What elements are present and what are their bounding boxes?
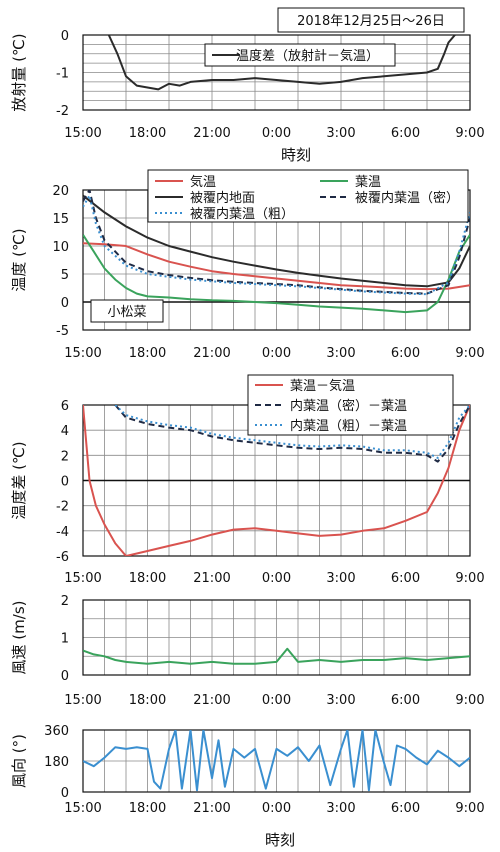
wind-direction-panel: 360 180 0 風向 (°) 15:00 18:00 21:00 0:00 3:00 6:00… [10,724,485,816]
plot-frame [82,34,471,111]
x-tick-label: 15:00 [64,571,101,586]
x-tick-label: 9:00 [455,346,484,361]
series-line-3 [114,405,470,459]
y-tick-label: -6 [56,550,69,565]
annotation-label: 小松菜 [107,305,146,320]
chart-title: 2018年12月25日～26日 [297,14,445,29]
y-tick-label: 6 [61,399,69,414]
x-tick-label: 18:00 [129,571,166,586]
y-tick-label: 0 [61,786,69,801]
x-tick-label: 3:00 [326,571,355,586]
y-tick-label: 360 [44,724,69,739]
y-tick-label: -5 [56,324,69,339]
y-tick-label: -2 [56,104,69,119]
y-tick-label: 1 [61,632,69,647]
y-tick-label: 20 [52,184,69,199]
series-line-5 [83,194,470,296]
x-tick-label: 6:00 [391,801,420,816]
x-tick-label: 21:00 [193,126,230,141]
y-tick-label: -4 [56,525,69,540]
x-tick-label: 18:00 [129,693,166,708]
series-line-1 [107,35,456,91]
legend-label: 内葉温（密）－葉温 [290,398,407,414]
x-tick-label: 6:00 [391,126,420,141]
x-tick-label: 3:00 [326,126,355,141]
series-line-1 [83,647,470,665]
x-tick-label: 18:00 [129,346,166,361]
legend-label: 温度差（放射計－気温） [236,48,379,64]
x-tick-label: 6:00 [391,571,420,586]
series-line-1 [83,730,470,792]
radiation-panel: 0 -1 -2 放射量 (℃) 15:00 18:00 21:00 0:00 3:00 6:00 9… [10,29,485,141]
x-tick-label: 3:00 [326,346,355,361]
legend-label: 被覆内地面 [190,190,255,206]
x-tick-label: 15:00 [64,126,101,141]
x-tick-label: 21:00 [193,801,230,816]
x-tick-label: 0:00 [262,346,291,361]
legend-label: 気温 [190,174,216,190]
x-tick-label: 9:00 [455,126,484,141]
y-tick-label: 0 [61,669,69,684]
legend-label: 葉温 [355,175,381,190]
wind-speed-panel: 2 1 0 風速 (m/s) 15:00 18:00 21:00 0:00 3:00 6:00 9:… [10,594,485,708]
y-axis-label: 温度 (℃) [10,228,28,291]
x-tick-label: 9:00 [455,693,484,708]
legend-label: 被覆内葉温（密） [355,190,459,206]
y-tick-label: 0 [61,475,69,490]
temperature-difference-panel: 6 4 2 0 -2 -4 -6 温度差 (℃) 15:00 18:00 21:00 0:00 3:00… [10,374,485,586]
x-axis-label-top: 時刻 [281,146,311,164]
x-tick-label: 21:00 [193,346,230,361]
y-tick-label: 180 [44,755,69,770]
plot-frame [82,599,471,676]
x-tick-label: 3:00 [326,801,355,816]
x-tick-label: 0:00 [262,801,291,816]
y-tick-label: 0 [61,29,69,44]
x-tick-label: 3:00 [326,693,355,708]
legend-label: 内葉温（粗）－葉温 [290,418,407,434]
x-axis-label-bottom: 時刻 [265,831,295,849]
x-tick-label: 18:00 [129,126,166,141]
x-tick-label: 6:00 [391,693,420,708]
x-tick-label: 0:00 [262,571,291,586]
title-box: 2018年12月25日～26日 [277,7,465,33]
series-line-1 [83,405,470,556]
series-line-2 [114,405,470,463]
x-tick-label: 0:00 [262,126,291,141]
series-line-3 [83,194,470,288]
y-tick-label: 2 [61,449,69,464]
y-axis-label: 放射量 (℃) [10,33,28,111]
legend-label: 葉温－気温 [290,378,355,394]
x-tick-label: 18:00 [129,801,166,816]
y-tick-label: 10 [52,240,69,255]
y-axis-label: 温度差 (℃) [10,441,28,519]
x-tick-label: 15:00 [64,693,101,708]
y-tick-label: 4 [61,424,69,439]
series-line-1 [83,242,470,291]
annotation-box [90,299,164,323]
x-tick-label: 15:00 [64,346,101,361]
y-tick-label: 2 [61,594,69,609]
x-tick-label: 15:00 [64,801,101,816]
y-axis-label: 風向 (°) [10,734,28,788]
temperature-panel: 20 15 10 5 0 -5 温度 (℃) 15:00 18:00 21:00 0:00 3:00 6… [10,169,485,361]
series-line-4 [83,190,470,295]
y-tick-label: 5 [61,268,69,283]
legend-label: 被覆内葉温（粗） [190,206,294,222]
y-axis-label: 風速 (m/s) [10,601,28,675]
x-tick-label: 9:00 [455,571,484,586]
y-tick-label: -1 [56,67,69,82]
y-tick-label: 0 [61,296,69,311]
legend-box [147,169,469,223]
y-tick-label: 15 [52,212,69,227]
x-tick-label: 0:00 [262,693,291,708]
y-tick-label: -2 [56,500,69,515]
x-tick-label: 21:00 [193,571,230,586]
x-tick-label: 21:00 [193,693,230,708]
legend-box [204,43,396,67]
x-tick-label: 6:00 [391,346,420,361]
series-line-2 [83,234,470,314]
x-tick-label: 9:00 [455,801,484,816]
